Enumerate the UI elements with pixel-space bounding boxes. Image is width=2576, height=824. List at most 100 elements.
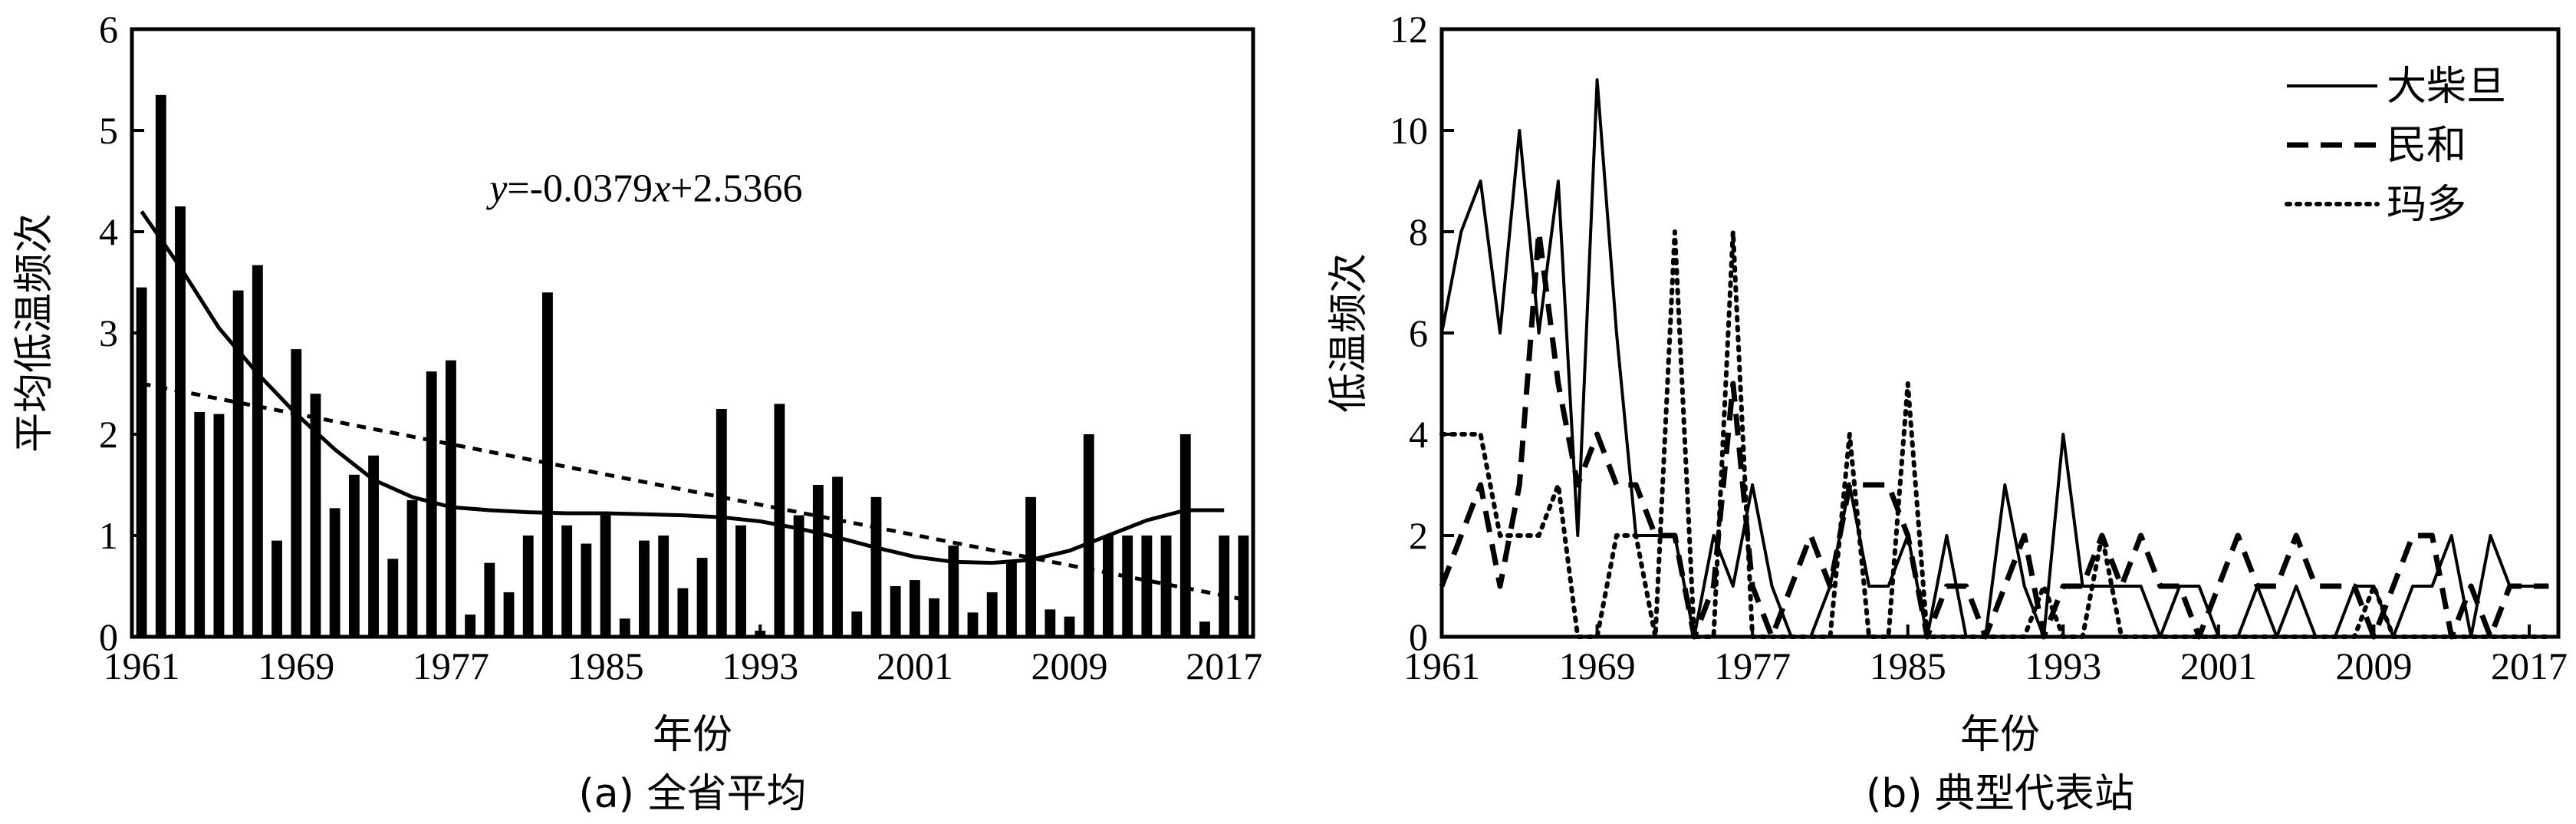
bar-2016 bbox=[1199, 621, 1210, 637]
series-line-2 bbox=[1439, 229, 2549, 640]
bar-1973 bbox=[368, 455, 380, 637]
b-y-tick-label: 2 bbox=[1409, 514, 1428, 557]
bar-1976 bbox=[426, 371, 437, 637]
a-y-tick-label: 5 bbox=[99, 109, 118, 152]
bar-1977 bbox=[445, 360, 456, 637]
a-x-tick-label: 1985 bbox=[568, 644, 644, 687]
a-x-tick-label: 1969 bbox=[258, 644, 334, 687]
panel-a-bars bbox=[136, 94, 1249, 638]
bar-1996 bbox=[812, 485, 824, 637]
bar-1966 bbox=[232, 290, 244, 637]
bar-1998 bbox=[851, 611, 863, 637]
bar-1997 bbox=[832, 476, 843, 637]
bar-1986 bbox=[619, 618, 630, 637]
b-x-tick-label: 2017 bbox=[2491, 644, 2568, 687]
a-x-tick-label: 1961 bbox=[104, 644, 180, 687]
a-x-tick-label: 2001 bbox=[877, 644, 953, 687]
bar-2007 bbox=[1025, 496, 1037, 637]
bar-2008 bbox=[1045, 609, 1056, 637]
b-x-tick-label: 1969 bbox=[1559, 644, 1636, 687]
smoothed-curve bbox=[140, 210, 1225, 565]
bar-1981 bbox=[522, 536, 534, 637]
bar-1989 bbox=[677, 588, 689, 637]
bar-1974 bbox=[387, 559, 399, 637]
bar-1990 bbox=[696, 558, 708, 637]
bar-2002 bbox=[929, 598, 940, 637]
bar-2013 bbox=[1141, 536, 1153, 637]
bar-2005 bbox=[986, 592, 998, 637]
a-y-tick-label: 4 bbox=[99, 210, 118, 253]
panel-b-x-axis-label: 年份 bbox=[1960, 712, 2040, 758]
bar-1988 bbox=[658, 536, 669, 637]
bar-1970 bbox=[310, 394, 321, 637]
bar-1965 bbox=[213, 414, 225, 637]
bar-2010 bbox=[1083, 434, 1094, 637]
a-y-tick-label: 2 bbox=[99, 413, 118, 456]
a-x-tick-label: 1993 bbox=[722, 644, 798, 687]
bar-1985 bbox=[600, 515, 611, 637]
b-x-tick-label: 2001 bbox=[2180, 644, 2257, 687]
trend-line bbox=[141, 381, 1244, 602]
b-y-tick-label: 4 bbox=[1409, 413, 1428, 456]
b-x-tick-label: 2009 bbox=[2335, 644, 2412, 687]
panel-a-y-axis-label: 平均低温频次 bbox=[12, 213, 58, 453]
b-x-tick-label: 1993 bbox=[2025, 644, 2101, 687]
bar-1992 bbox=[735, 525, 746, 637]
legend-label-3: 玛多 bbox=[2387, 182, 2466, 228]
bar-1983 bbox=[561, 525, 573, 637]
bar-1994 bbox=[774, 404, 785, 637]
legend-label-2: 民和 bbox=[2387, 123, 2466, 169]
a-y-tick-label: 0 bbox=[99, 615, 118, 658]
panel-a-chart: 1961 1969 1977 1985 1993 2001 2009 20170123456 … bbox=[12, 8, 1262, 817]
bar-2001 bbox=[909, 580, 920, 637]
bar-2003 bbox=[948, 545, 959, 637]
bar-1978 bbox=[465, 614, 476, 637]
a-y-tick-label: 3 bbox=[99, 311, 118, 354]
bar-2018 bbox=[1238, 536, 1249, 637]
a-x-tick-label: 1977 bbox=[413, 644, 489, 687]
panel-a-ticks: 1961 1969 1977 1985 1993 2001 2009 2017 0 1 2 3 4 5 6 bbox=[99, 8, 1262, 687]
b-y-tick-label: 0 bbox=[1409, 615, 1428, 658]
legend-label-1: 大柴旦 bbox=[2387, 64, 2506, 110]
bar-2014 bbox=[1160, 536, 1172, 637]
a-x-tick-label: 2017 bbox=[1186, 644, 1262, 687]
bar-1962 bbox=[155, 94, 166, 638]
panel-a-caption: (a) 全省平均 bbox=[579, 771, 807, 817]
b-x-tick-label: 1961 bbox=[1403, 644, 1480, 687]
a-y-tick-label: 1 bbox=[99, 514, 118, 557]
bar-1987 bbox=[639, 540, 650, 637]
panel-b-chart: 1961 1969 1977 1985 1993 2001 2009 2017 0 2 4 6 8 10 1… bbox=[1326, 8, 2568, 817]
a-x-tick-label: 2009 bbox=[1031, 644, 1108, 687]
bar-1999 bbox=[870, 496, 882, 637]
series-line-1 bbox=[1440, 78, 2549, 638]
panel-b-lines bbox=[1439, 78, 2551, 640]
bar-1968 bbox=[271, 540, 282, 637]
bar-1995 bbox=[793, 515, 804, 637]
b-x-tick-label: 1985 bbox=[1870, 644, 1946, 687]
bar-1971 bbox=[329, 508, 341, 637]
bar-2011 bbox=[1103, 536, 1114, 637]
b-y-tick-label: 12 bbox=[1390, 8, 1428, 51]
bar-1991 bbox=[716, 409, 727, 637]
bar-1972 bbox=[348, 474, 360, 637]
bar-1967 bbox=[252, 265, 263, 637]
bar-2000 bbox=[890, 586, 901, 637]
bar-2006 bbox=[1005, 561, 1017, 637]
bar-1963 bbox=[175, 206, 186, 637]
bar-2015 bbox=[1179, 434, 1191, 637]
bar-1979 bbox=[484, 562, 495, 637]
bar-2004 bbox=[967, 612, 979, 637]
a-y-tick-label: 6 bbox=[99, 8, 118, 51]
b-y-tick-label: 6 bbox=[1409, 311, 1428, 354]
b-y-tick-label: 10 bbox=[1390, 109, 1428, 152]
bar-1961 bbox=[136, 287, 147, 637]
bar-1975 bbox=[406, 499, 418, 637]
bar-2012 bbox=[1122, 536, 1133, 637]
b-x-tick-label: 1977 bbox=[1714, 644, 1791, 687]
panel-b-y-axis-label: 低温频次 bbox=[1326, 253, 1372, 413]
bar-1984 bbox=[581, 543, 592, 637]
panel-a-x-axis-label: 年份 bbox=[653, 712, 732, 758]
panel-b-plot-frame bbox=[1439, 27, 2561, 639]
bar-1980 bbox=[503, 592, 515, 637]
